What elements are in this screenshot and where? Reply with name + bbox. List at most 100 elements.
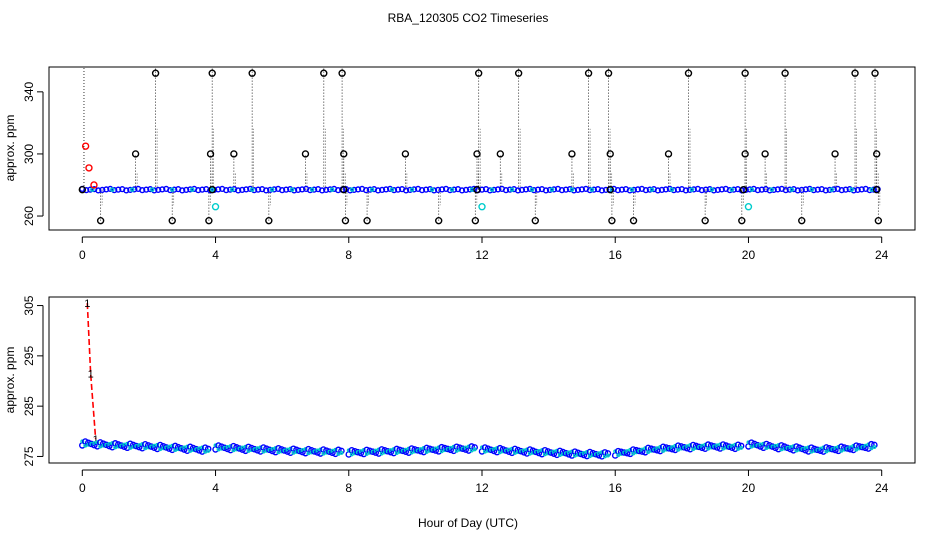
baseline-point: [283, 186, 290, 193]
baseline-point: [103, 186, 110, 193]
baseline-minor-point: [269, 187, 275, 192]
band-inner-point: [469, 448, 474, 453]
band-inner-point: [358, 449, 363, 454]
low-dip-point: [471, 216, 480, 225]
band-inner-point: [433, 446, 438, 451]
band-point: [713, 444, 721, 451]
baseline-point: [410, 186, 418, 193]
band-point: [447, 446, 454, 454]
baseline-point: [311, 186, 318, 193]
mid-spike-point: [230, 150, 238, 158]
top-ylabel: approx. ppm: [3, 115, 17, 182]
band-inner-point: [872, 444, 877, 449]
start-point: [81, 142, 90, 150]
baseline-point: [123, 187, 130, 194]
high-spike-point: [584, 69, 593, 77]
baseline-point: [438, 186, 446, 193]
band-point: [550, 450, 558, 457]
baseline-point: [494, 186, 502, 193]
baseline-point: [87, 186, 94, 193]
baseline-minor-point: [149, 187, 155, 192]
bottom-y-tick-label: 295: [22, 346, 36, 366]
baseline-point: [842, 186, 849, 193]
start-series-marker: 1: [88, 368, 94, 380]
baseline-minor-point: [409, 187, 415, 192]
start-series-line: [86, 302, 97, 439]
band-inner-point: [439, 449, 444, 454]
mid-spike-point: [301, 150, 310, 158]
baseline-point: [83, 187, 90, 194]
baseline-point: [754, 187, 761, 194]
top-plot-frame: [48, 66, 916, 231]
bottom-x-tick-label: 20: [742, 481, 756, 495]
baseline-point: [870, 186, 877, 193]
band-inner-point: [388, 448, 393, 453]
band-point: [314, 449, 321, 456]
baseline-point: [402, 187, 410, 194]
baseline-minor-point: [689, 187, 695, 192]
baseline-minor-point: [289, 187, 295, 192]
baseline-point: [826, 186, 833, 193]
low-dip-point: [738, 216, 746, 225]
baseline-point: [858, 186, 865, 193]
band-point: [871, 441, 878, 449]
band-point: [580, 451, 588, 459]
band-point: [862, 444, 869, 452]
baseline-point: [458, 187, 466, 194]
band-point: [105, 442, 113, 450]
band-point: [535, 449, 543, 457]
band-inner-point: [676, 447, 681, 452]
high-spike-point: [684, 69, 693, 77]
x-axis-label: Hour of Day (UTC): [418, 516, 518, 530]
baseline-point: [618, 186, 625, 193]
high-spike-point: [208, 69, 216, 77]
start-point: [90, 181, 98, 189]
band-inner-point: [373, 448, 378, 453]
baseline-point: [446, 187, 454, 194]
baseline-point: [450, 186, 458, 193]
baseline-minor-point: [569, 187, 575, 192]
baseline-point: [562, 186, 570, 193]
block-start-point: [78, 185, 87, 194]
band-point: [329, 449, 336, 457]
band-inner-point: [833, 445, 838, 450]
top-y-tick-label: 300: [22, 144, 36, 164]
band-point: [204, 445, 212, 453]
baseline-point: [574, 186, 582, 193]
baseline-minor-point: [729, 187, 735, 192]
low-dip-point: [205, 216, 213, 225]
baseline-point: [299, 186, 306, 193]
baseline-point: [374, 187, 382, 194]
baseline-point: [307, 187, 314, 194]
baseline-minor-point: [249, 187, 255, 192]
band-point: [623, 449, 631, 457]
top-axes: 0 4 8 12 16 20 24 260 300 340: [22, 82, 889, 262]
cyan-dip-point: [478, 203, 486, 211]
baseline-point: [195, 187, 202, 194]
baseline-point: [187, 186, 194, 193]
baseline-minor-point: [649, 187, 655, 192]
baseline-point: [690, 186, 697, 193]
baseline-point: [758, 186, 765, 193]
baseline-point: [167, 187, 174, 194]
band-point: [387, 448, 395, 456]
low-dip-point: [798, 216, 806, 225]
mid-spike-point: [473, 150, 481, 158]
band-point: [239, 446, 246, 453]
band-inner-point: [685, 444, 690, 449]
band-point: [254, 447, 261, 454]
low-dip-point: [341, 216, 350, 225]
mid-spike-point: [606, 150, 614, 158]
baseline-minor-point: [329, 187, 335, 192]
high-spike-point: [248, 69, 256, 77]
band-inner-point: [854, 447, 859, 452]
baseline-point: [782, 187, 789, 194]
chart-title: RBA_120305 CO2 Timeseries: [388, 11, 549, 25]
bottom-plot-frame: [48, 296, 916, 464]
baseline-point: [550, 186, 558, 193]
mid-spike-point: [340, 150, 348, 158]
block-start-point: [872, 185, 881, 194]
band-point: [653, 446, 661, 454]
band-inner-point: [206, 448, 211, 453]
mid-spike-point: [831, 150, 839, 158]
